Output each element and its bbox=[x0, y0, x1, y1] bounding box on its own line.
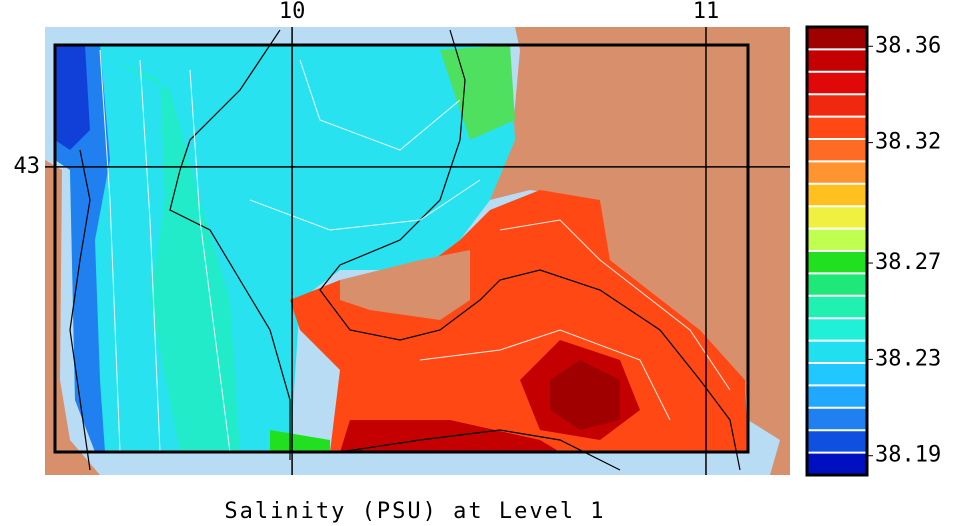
colorbar-band bbox=[807, 363, 867, 386]
colorbar-band bbox=[807, 228, 867, 252]
colorbar-band bbox=[807, 430, 867, 454]
domain-frame bbox=[53, 43, 750, 454]
colorbar-band bbox=[807, 183, 867, 207]
colorbar-frame bbox=[805, 25, 869, 477]
colorbar-label: 38.32 bbox=[875, 130, 941, 155]
sea-green bbox=[440, 45, 515, 140]
colorbar-band bbox=[807, 206, 867, 230]
colorbar-band bbox=[807, 161, 867, 185]
colorbar-band bbox=[807, 251, 867, 274]
sea-red bbox=[290, 190, 748, 452]
coastlines bbox=[69, 29, 741, 471]
colorbar-band bbox=[807, 71, 867, 95]
map-title: Salinity (PSU) at Level 1 bbox=[224, 499, 605, 524]
colorbar-band bbox=[807, 452, 867, 476]
colorbar-label: 38.19 bbox=[875, 443, 941, 468]
lat-label: 43 bbox=[14, 154, 41, 179]
colorbar-band bbox=[807, 27, 867, 50]
sea-core bbox=[550, 360, 620, 430]
colorbar-band bbox=[807, 273, 867, 297]
colorbar-band bbox=[807, 318, 867, 342]
lon-label: 11 bbox=[693, 0, 720, 24]
colorbar-band bbox=[807, 340, 867, 364]
colorbar-label: 38.23 bbox=[875, 346, 941, 371]
colorbar-band bbox=[807, 116, 867, 140]
colorbar-band bbox=[807, 385, 867, 409]
island bbox=[340, 250, 470, 320]
sea-deep-blue bbox=[55, 45, 90, 150]
colorbar-band bbox=[807, 49, 867, 73]
contours bbox=[99, 49, 731, 453]
colorbar-label: 38.27 bbox=[875, 250, 941, 275]
colorbar: 38.36 38.32 38.27 38.23 38.19 bbox=[807, 27, 941, 476]
colorbar-band bbox=[807, 295, 867, 319]
sea-teal bbox=[110, 60, 240, 452]
lon-label: 10 bbox=[279, 0, 306, 24]
colorbar-band bbox=[807, 94, 867, 118]
sea-dark-red bbox=[340, 340, 640, 452]
graticule: 10 11 43 bbox=[14, 0, 790, 475]
salinity-field bbox=[45, 27, 790, 475]
colorbar-band bbox=[807, 139, 867, 162]
colorbar-band bbox=[807, 407, 867, 431]
sea-green-south bbox=[270, 430, 330, 452]
colorbar-label: 38.36 bbox=[875, 33, 941, 58]
